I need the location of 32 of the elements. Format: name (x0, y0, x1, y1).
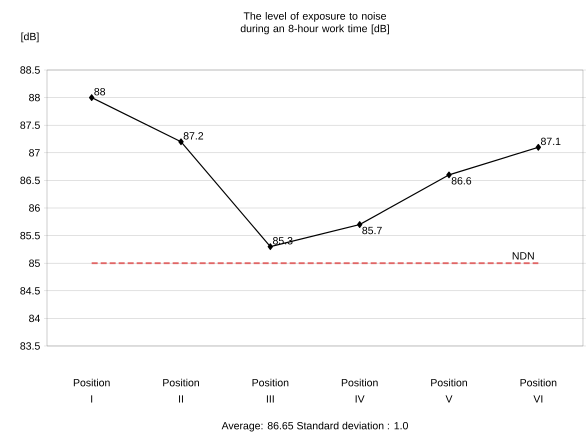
y-tick-label: 86 (29, 204, 40, 212)
y-tick-label: 84 (29, 314, 40, 322)
y-tick-label: 88.5 (20, 66, 40, 74)
ref-line-label: NDN (512, 252, 534, 260)
y-tick-label: 87.5 (20, 121, 40, 129)
data-label: 85.7 (362, 226, 382, 234)
chart-title: The level of exposure to noise during an 8-hour work time [dB] (240, 12, 389, 34)
x-tick-label: Position II (163, 378, 199, 403)
x-tick-label: Position I (74, 378, 110, 403)
x-tick-label: Position III (252, 378, 288, 403)
data-label: 87.1 (540, 138, 560, 146)
data-label: 88 (94, 88, 106, 96)
point (178, 138, 184, 146)
y-tick-label: 84.5 (20, 287, 40, 295)
x-tick-label: Position V (431, 378, 467, 403)
point (88, 94, 94, 101)
x-tick-label: Position IV (342, 378, 378, 403)
y-tick-label: 85 (29, 259, 40, 267)
point (446, 171, 452, 178)
y-tick-label: 83.5 (20, 342, 40, 350)
y-tick-label: 88 (29, 94, 40, 102)
y-tick-label: 86.5 (20, 176, 40, 184)
point (268, 243, 274, 250)
point (356, 221, 362, 228)
point (536, 144, 542, 151)
text: Average: 86.65 Standard deviation : 1.0 (222, 422, 408, 432)
data-label: 86.6 (452, 177, 472, 185)
data-label: 87.2 (184, 132, 204, 140)
y-tick-label: 87 (29, 149, 40, 157)
x-tick-label: Position VI (520, 378, 556, 403)
y-axis-title: [dB] (21, 32, 39, 42)
y-tick-label: 85.5 (20, 232, 40, 240)
